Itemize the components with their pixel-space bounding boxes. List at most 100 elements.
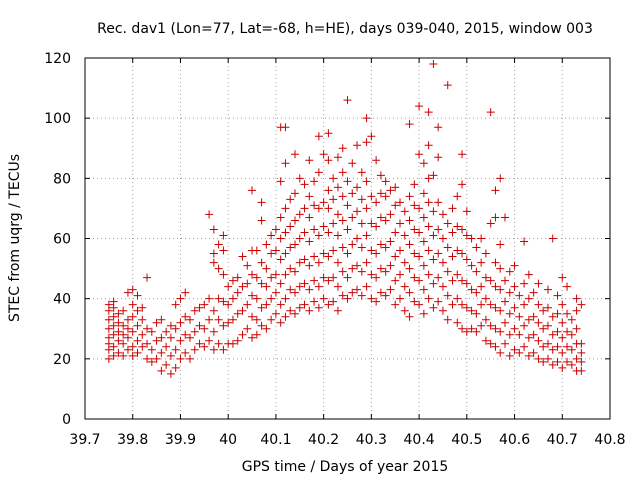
data-point — [152, 354, 161, 363]
data-point — [448, 300, 457, 309]
data-point — [310, 276, 319, 285]
data-point — [515, 312, 524, 321]
data-point — [200, 324, 209, 333]
data-point — [267, 249, 276, 258]
data-point — [558, 300, 567, 309]
data-point — [104, 333, 113, 342]
data-point — [348, 189, 357, 198]
data-point — [505, 288, 514, 297]
data-point — [343, 249, 352, 258]
data-point — [415, 150, 424, 159]
data-point — [209, 249, 218, 258]
data-point — [319, 222, 328, 231]
data-point — [333, 306, 342, 315]
data-point — [515, 330, 524, 339]
data-point — [438, 306, 447, 315]
data-point — [477, 234, 486, 243]
grid-lines — [85, 58, 610, 419]
data-point — [448, 252, 457, 261]
data-point — [295, 174, 304, 183]
data-point — [214, 240, 223, 249]
data-point — [123, 333, 132, 342]
data-point — [257, 279, 266, 288]
data-point — [405, 216, 414, 225]
data-point — [319, 249, 328, 258]
data-point — [119, 339, 128, 348]
data-point — [467, 306, 476, 315]
data-point — [338, 267, 347, 276]
data-point — [515, 348, 524, 357]
data-point — [372, 273, 381, 282]
data-point — [477, 321, 486, 330]
data-point — [295, 258, 304, 267]
data-point — [109, 351, 118, 360]
data-points — [104, 60, 586, 378]
data-point — [143, 273, 152, 282]
data-point — [386, 237, 395, 246]
data-point — [109, 297, 118, 306]
data-point — [529, 348, 538, 357]
data-point — [496, 264, 505, 273]
data-point — [419, 261, 428, 270]
data-point — [410, 180, 419, 189]
data-point — [276, 177, 285, 186]
data-point — [534, 354, 543, 363]
data-point — [228, 294, 237, 303]
data-point — [228, 315, 237, 324]
data-point — [123, 315, 132, 324]
data-point — [324, 276, 333, 285]
data-point — [133, 291, 142, 300]
data-point — [133, 348, 142, 357]
data-point — [205, 336, 214, 345]
data-point — [486, 219, 495, 228]
data-point — [305, 192, 314, 201]
data-point — [238, 330, 247, 339]
data-point — [147, 357, 156, 366]
data-point — [563, 327, 572, 336]
data-point — [438, 210, 447, 219]
data-point — [563, 357, 572, 366]
data-point — [314, 282, 323, 291]
data-point — [333, 258, 342, 267]
data-point — [496, 285, 505, 294]
data-point — [252, 330, 261, 339]
data-point — [501, 276, 509, 285]
data-point — [462, 303, 471, 312]
data-point — [233, 288, 242, 297]
data-point — [391, 201, 400, 210]
data-point — [462, 207, 471, 216]
data-point — [200, 342, 209, 351]
x-tick-label: 39.7 — [69, 432, 100, 448]
data-point — [419, 237, 428, 246]
data-point — [448, 204, 457, 213]
data-point — [391, 252, 400, 261]
data-point — [181, 330, 190, 339]
data-point — [243, 279, 252, 288]
data-point — [305, 306, 314, 315]
data-point — [372, 249, 381, 258]
data-point — [233, 273, 242, 282]
data-point — [429, 207, 438, 216]
data-point — [472, 309, 481, 318]
data-point — [319, 294, 328, 303]
data-point — [534, 300, 543, 309]
data-point — [438, 258, 447, 267]
data-point — [410, 225, 419, 234]
data-point — [343, 294, 352, 303]
data-point — [109, 312, 118, 321]
data-point — [372, 222, 381, 231]
data-point — [128, 351, 137, 360]
data-point — [353, 183, 362, 192]
data-point — [291, 309, 299, 318]
data-point — [138, 330, 147, 339]
data-point — [362, 258, 371, 267]
data-point — [381, 267, 390, 276]
data-point — [548, 234, 557, 243]
data-point — [396, 198, 404, 207]
data-point — [415, 276, 424, 285]
data-point — [166, 333, 175, 342]
data-point — [262, 300, 271, 309]
data-point — [424, 270, 433, 279]
data-point — [424, 294, 433, 303]
data-point — [386, 210, 395, 219]
